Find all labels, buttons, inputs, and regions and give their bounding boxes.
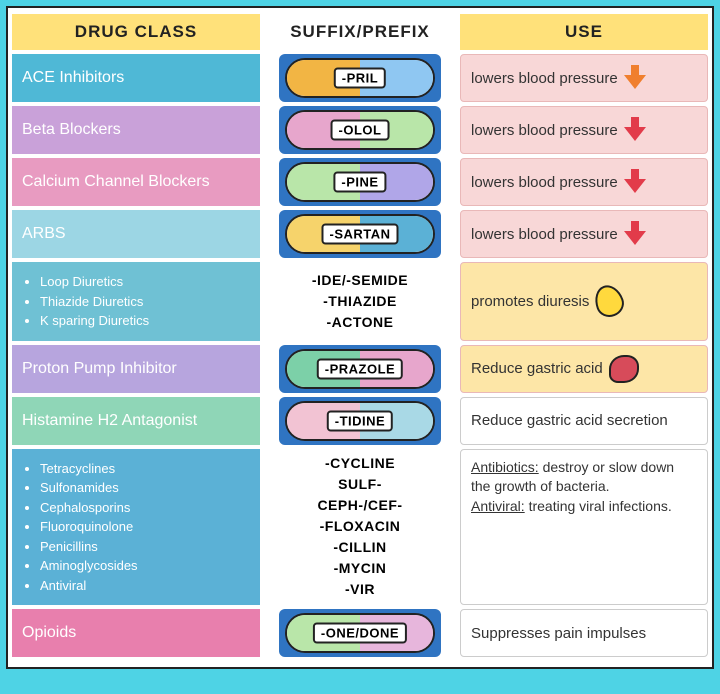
drug-class-item: Antiviral xyxy=(40,576,138,596)
drug-row: Calcium Channel Blockers -PINE lowers bloo… xyxy=(12,158,708,206)
drug-class-item: Loop Diuretics xyxy=(40,272,149,292)
use-text: lowers blood pressure xyxy=(471,70,618,87)
pill-icon: -PINE xyxy=(285,162,435,202)
drug-class-item: K sparing Diuretics xyxy=(40,311,149,331)
drug-class-box: Opioids xyxy=(12,609,260,657)
pill-label: -OLOL xyxy=(331,120,390,141)
suffix-box: -PRAZOLE xyxy=(264,345,456,393)
use-box: lowers blood pressure xyxy=(460,54,708,102)
drug-class-item: Aminoglycosides xyxy=(40,556,138,576)
use-text: lowers blood pressure xyxy=(471,226,618,243)
drug-class-item: Sulfonamides xyxy=(40,478,138,498)
drug-row: Beta Blockers -OLOL lowers blood pressure xyxy=(12,106,708,154)
drug-class-list: Loop DiureticsThiazide DiureticsK sparin… xyxy=(22,272,149,331)
suffix-box: -PINE xyxy=(264,158,456,206)
pill-wrap: -ONE/DONE xyxy=(279,609,441,657)
arrow-down-icon xyxy=(624,221,646,247)
stomach-icon xyxy=(609,355,639,383)
drug-row: Loop DiureticsThiazide DiureticsK sparin… xyxy=(12,262,708,341)
pill-icon: -SARTAN xyxy=(285,214,435,254)
use-box: Reduce gastric acid secretion xyxy=(460,397,708,445)
drug-class-box: TetracyclinesSulfonamidesCephalosporinsF… xyxy=(12,449,260,606)
header-class: DRUG CLASS xyxy=(12,14,260,50)
drug-class-name: Opioids xyxy=(22,624,76,642)
suffix-text: -IDE/-SEMIDE-THIAZIDE-ACTONE xyxy=(312,270,408,333)
pill-wrap: -SARTAN xyxy=(279,210,441,258)
pill-icon: -PRAZOLE xyxy=(285,349,435,389)
use-text: lowers blood pressure xyxy=(471,174,618,191)
suffix-box: -CYCLINESULF-CEPH-/CEF--FLOXACIN-CILLIN-… xyxy=(264,449,456,606)
drug-class-item: Penicillins xyxy=(40,537,138,557)
drug-class-item: Cephalosporins xyxy=(40,498,138,518)
suffix-box: -SARTAN xyxy=(264,210,456,258)
suffix-box: -IDE/-SEMIDE-THIAZIDE-ACTONE xyxy=(264,262,456,341)
drug-class-name: Proton Pump Inhibitor xyxy=(22,360,177,378)
suffix-text: -CYCLINESULF-CEPH-/CEF--FLOXACIN-CILLIN-… xyxy=(317,453,402,600)
suffix-box: -PRIL xyxy=(264,54,456,102)
suffix-box: -ONE/DONE xyxy=(264,609,456,657)
drug-class-name: Histamine H2 Antagonist xyxy=(22,412,197,430)
pill-wrap: -PINE xyxy=(279,158,441,206)
use-text: Suppresses pain impulses xyxy=(471,625,646,642)
pill-icon: -OLOL xyxy=(285,110,435,150)
drug-class-box: Histamine H2 Antagonist xyxy=(12,397,260,445)
drug-class-box: Beta Blockers xyxy=(12,106,260,154)
drug-row: Opioids -ONE/DONE Suppresses pain impulses xyxy=(12,609,708,657)
drug-class-box: Loop DiureticsThiazide DiureticsK sparin… xyxy=(12,262,260,341)
use-box: Reduce gastric acid xyxy=(460,345,708,393)
use-box: Suppresses pain impulses xyxy=(460,609,708,657)
drug-row: TetracyclinesSulfonamidesCephalosporinsF… xyxy=(12,449,708,606)
arrow-down-icon xyxy=(624,169,646,195)
drug-class-name: Calcium Channel Blockers xyxy=(22,173,210,191)
pill-wrap: -TIDINE xyxy=(279,397,441,445)
pill-label: -PRAZOLE xyxy=(317,358,403,379)
drug-chart: DRUG CLASS SUFFIX/PREFIX USE ACE Inhibit… xyxy=(6,6,714,669)
drug-class-name: Beta Blockers xyxy=(22,121,121,139)
arrow-down-icon xyxy=(624,117,646,143)
drug-row: ACE Inhibitors -PRIL lowers blood pressure xyxy=(12,54,708,102)
pill-label: -ONE/DONE xyxy=(313,623,407,644)
use-text: lowers blood pressure xyxy=(471,122,618,139)
use-text: Reduce gastric acid xyxy=(471,360,603,377)
use-text: Antibiotics: destroy or slow down the gr… xyxy=(471,459,674,514)
drug-class-box: Proton Pump Inhibitor xyxy=(12,345,260,393)
drug-class-box: Calcium Channel Blockers xyxy=(12,158,260,206)
pill-icon: -TIDINE xyxy=(285,401,435,441)
header-suffix: SUFFIX/PREFIX xyxy=(264,14,456,50)
drug-class-list: TetracyclinesSulfonamidesCephalosporinsF… xyxy=(22,459,138,596)
use-box: Antibiotics: destroy or slow down the gr… xyxy=(460,449,708,606)
pill-icon: -PRIL xyxy=(285,58,435,98)
use-box: lowers blood pressure xyxy=(460,106,708,154)
use-box: promotes diuresis xyxy=(460,262,708,341)
use-text: promotes diuresis xyxy=(471,293,589,310)
suffix-box: -OLOL xyxy=(264,106,456,154)
pill-wrap: -PRIL xyxy=(279,54,441,102)
pill-wrap: -PRAZOLE xyxy=(279,345,441,393)
suffix-box: -TIDINE xyxy=(264,397,456,445)
drug-row: Histamine H2 Antagonist -TIDINE Reduce gas… xyxy=(12,397,708,445)
use-box: lowers blood pressure xyxy=(460,158,708,206)
pill-label: -SARTAN xyxy=(321,224,398,245)
drug-class-item: Tetracyclines xyxy=(40,459,138,479)
header-use: USE xyxy=(460,14,708,50)
pill-label: -PRIL xyxy=(334,68,386,89)
droplet-icon xyxy=(591,281,628,321)
pill-wrap: -OLOL xyxy=(279,106,441,154)
drug-class-box: ACE Inhibitors xyxy=(12,54,260,102)
use-text: Reduce gastric acid secretion xyxy=(471,412,668,429)
arrow-down-icon xyxy=(624,65,646,91)
drug-class-item: Thiazide Diuretics xyxy=(40,292,149,312)
use-box: lowers blood pressure xyxy=(460,210,708,258)
header-row: DRUG CLASS SUFFIX/PREFIX USE xyxy=(12,14,708,50)
drug-row: ARBS -SARTAN lowers blood pressure xyxy=(12,210,708,258)
pill-label: -PINE xyxy=(333,172,386,193)
drug-class-name: ACE Inhibitors xyxy=(22,69,124,87)
drug-class-box: ARBS xyxy=(12,210,260,258)
drug-class-name: ARBS xyxy=(22,225,66,243)
drug-class-item: Fluoroquinolone xyxy=(40,517,138,537)
drug-row: Proton Pump Inhibitor -PRAZOLE Reduce gast… xyxy=(12,345,708,393)
pill-icon: -ONE/DONE xyxy=(285,613,435,653)
pill-label: -TIDINE xyxy=(327,410,393,431)
